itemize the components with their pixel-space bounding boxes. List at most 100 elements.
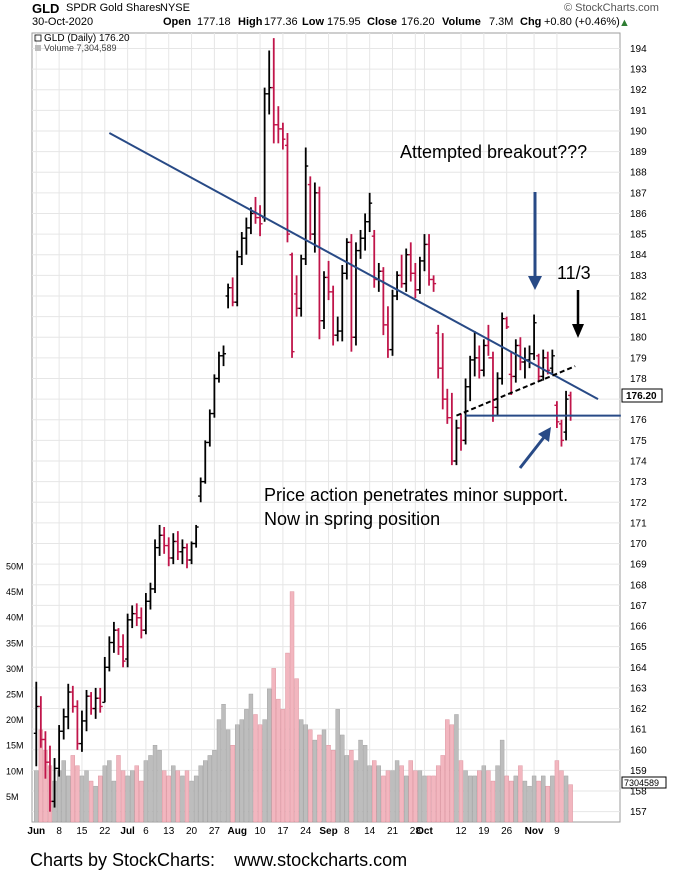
ohlc-bar bbox=[97, 687, 103, 713]
volume-bar bbox=[568, 784, 573, 823]
price-tick-label: 178 bbox=[630, 374, 647, 385]
volume-tick-label: 50M bbox=[6, 562, 24, 572]
trendlines bbox=[108, 132, 621, 417]
volume-bar bbox=[148, 755, 153, 823]
rising-trendline bbox=[456, 365, 576, 417]
volume-bar bbox=[116, 755, 121, 823]
volume-bar bbox=[394, 760, 400, 823]
price-tick-label: 166 bbox=[630, 622, 647, 633]
volume-bar bbox=[449, 724, 455, 823]
volume-bar bbox=[230, 745, 235, 823]
ohlc-bar bbox=[367, 192, 373, 233]
breakout-arrowhead-icon bbox=[528, 276, 542, 290]
ohlc-bar bbox=[221, 345, 227, 367]
footer-url[interactable]: www.stockcharts.com bbox=[234, 850, 408, 870]
volume-bar bbox=[550, 775, 555, 823]
chart-header: GLD SPDR Gold Shares NYSE © StockCharts.… bbox=[0, 1, 676, 18]
volume-bar bbox=[353, 760, 359, 823]
volume-bar bbox=[221, 704, 226, 823]
volume-bar bbox=[518, 765, 523, 823]
price-tick-label: 169 bbox=[630, 560, 647, 571]
price-axis: 157 158 159 160 161 162 163 164 165 166 167 168 169 1… bbox=[630, 44, 647, 818]
volume-bar bbox=[458, 760, 464, 823]
breakout-annotation: Attempted breakout??? bbox=[400, 142, 588, 162]
price-tick-label: 180 bbox=[630, 333, 647, 344]
quote-date: 30-Oct-2020 bbox=[32, 16, 94, 28]
volume-bar bbox=[125, 775, 130, 823]
date-tick-label: Aug bbox=[228, 826, 247, 837]
ohlc-bar bbox=[545, 351, 551, 375]
ohlc-bar bbox=[303, 147, 309, 266]
volume-bar bbox=[61, 760, 66, 823]
price-tick-label: 179 bbox=[630, 353, 647, 364]
exchange-name: NYSE bbox=[160, 2, 190, 14]
volume-bar bbox=[285, 652, 290, 823]
open-label: Open bbox=[163, 16, 192, 28]
ticker-symbol: GLD bbox=[32, 1, 60, 16]
price-tick-label: 171 bbox=[630, 518, 647, 529]
ohlc-bar bbox=[257, 205, 263, 237]
volume-tick-label: 40M bbox=[6, 613, 24, 623]
volume-bar bbox=[330, 750, 336, 823]
volume-label: Volume bbox=[442, 16, 481, 28]
price-tick-label: 165 bbox=[630, 642, 647, 653]
volume-bar bbox=[239, 719, 244, 823]
volume-bar bbox=[417, 770, 423, 823]
volume-bar bbox=[385, 770, 391, 823]
volume-bar bbox=[408, 760, 413, 823]
volume-bar bbox=[225, 729, 231, 823]
volume-bar bbox=[321, 729, 327, 823]
volume-bar bbox=[111, 780, 117, 823]
ohlc-bar bbox=[431, 275, 437, 292]
price-tick-label: 192 bbox=[630, 85, 647, 96]
volume-bar bbox=[527, 785, 532, 823]
date-tick-label: Jul bbox=[120, 826, 135, 837]
volume-bar bbox=[349, 750, 354, 823]
volume-axis: 5M 10M 15M 20M 25M 30M 35M 40M 45M 50M bbox=[6, 562, 24, 802]
volume-bar bbox=[130, 770, 135, 823]
volume-bar bbox=[93, 785, 98, 823]
volume-bar bbox=[276, 698, 281, 823]
support-annotation-line2: Now in spring position bbox=[264, 509, 441, 529]
price-tick-label: 193 bbox=[630, 65, 647, 76]
ohlc-bar bbox=[558, 419, 564, 447]
volume-tick-label: 35M bbox=[6, 638, 24, 648]
volume-bar bbox=[262, 719, 267, 823]
volume-bar bbox=[203, 760, 208, 823]
low-label: Low bbox=[302, 16, 324, 28]
volume-bar bbox=[248, 693, 254, 823]
volume-bar bbox=[435, 765, 441, 823]
price-tick-label: 183 bbox=[630, 271, 647, 282]
date-tick-label: 28 bbox=[410, 826, 422, 837]
support-annotation-line1: Price action penetrates minor support. bbox=[264, 485, 569, 505]
volume-bar bbox=[422, 775, 427, 823]
last-price-label: 176.20 bbox=[626, 391, 657, 402]
volume-tick-label: 5M bbox=[6, 792, 19, 802]
volume-bar bbox=[212, 750, 217, 823]
price-tick-label: 174 bbox=[630, 457, 647, 468]
volume-bar bbox=[120, 770, 126, 823]
volume-tick-label: 20M bbox=[6, 715, 24, 725]
volume-bar bbox=[193, 775, 199, 823]
downtrend-trendline bbox=[108, 132, 599, 400]
price-tick-label: 170 bbox=[630, 539, 647, 550]
volume-bar bbox=[554, 760, 560, 823]
ohlc-bar bbox=[554, 401, 560, 428]
legend-ohlc-icon bbox=[34, 34, 42, 42]
volume-bar bbox=[34, 770, 39, 823]
date-annotation: 11/3 bbox=[557, 263, 591, 283]
ohlc-bar bbox=[193, 524, 199, 548]
date-tick-label: 19 bbox=[478, 826, 490, 837]
volume-bar bbox=[536, 780, 541, 823]
change-label: Chg bbox=[520, 16, 542, 28]
date-arrowhead-icon bbox=[572, 324, 584, 338]
volume-bar bbox=[477, 770, 482, 823]
quote-bar: 30-Oct-2020 Open 177.18 High 177.36 Low … bbox=[0, 16, 676, 32]
volume-bar bbox=[499, 739, 505, 823]
volume-bar bbox=[326, 745, 331, 823]
volume-bar bbox=[257, 724, 263, 823]
price-tick-label: 172 bbox=[630, 498, 647, 509]
volume-bar bbox=[362, 745, 368, 823]
volume-tick-label: 45M bbox=[6, 587, 24, 597]
close-label: Close bbox=[367, 16, 397, 28]
